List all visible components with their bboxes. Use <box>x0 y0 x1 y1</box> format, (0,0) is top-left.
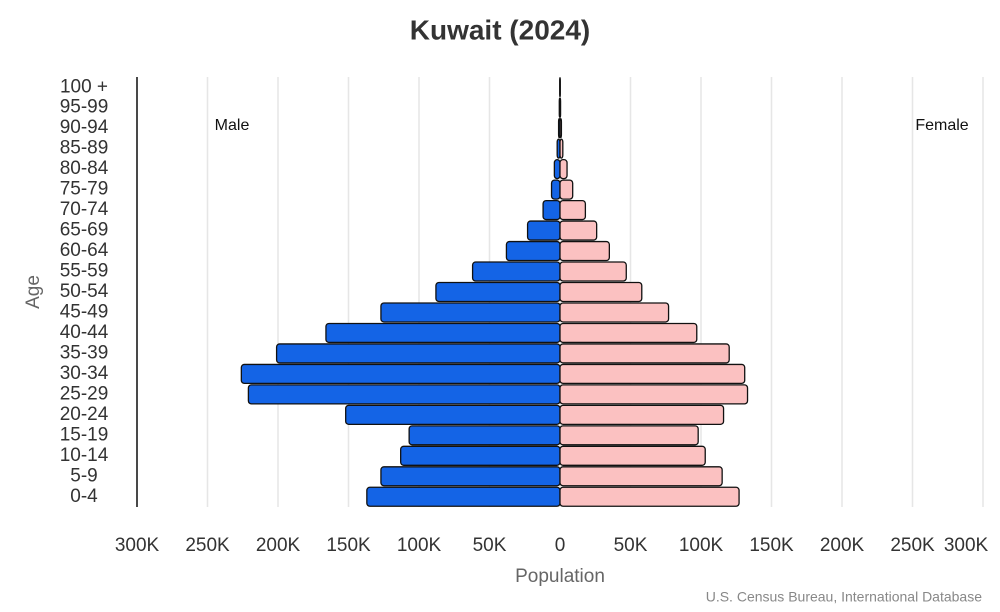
bar <box>247 384 561 405</box>
x-tick-label: 150K <box>326 535 371 556</box>
male-label: Male <box>215 117 250 134</box>
x-tick-label: 100K <box>397 535 442 556</box>
x-tick-label: 50K <box>614 535 648 556</box>
bars <box>240 77 749 507</box>
x-tick-label: 100K <box>679 535 724 556</box>
y-tick-label: 55-59 <box>60 261 109 282</box>
bar <box>559 425 699 446</box>
bar <box>325 322 561 344</box>
x-tick-label: 50K <box>473 535 507 556</box>
bar <box>559 384 749 405</box>
bar <box>559 466 723 487</box>
bar <box>526 220 561 241</box>
x-tick-label: 250K <box>185 535 230 556</box>
y-tick-label: 15-19 <box>60 424 109 445</box>
bar <box>380 302 561 323</box>
y-tick-label: 85-89 <box>60 138 109 159</box>
source-note: U.S. Census Bureau, International Databa… <box>706 589 982 605</box>
y-tick-label: 30-34 <box>60 363 109 384</box>
y-tick-label: 80-84 <box>60 158 109 179</box>
y-tick-label: 20-24 <box>60 404 109 425</box>
y-tick-label: 35-39 <box>60 342 109 363</box>
y-tick-label: 95-99 <box>60 97 109 118</box>
bar <box>542 199 561 221</box>
bar <box>366 486 561 507</box>
x-tick-label: 0 <box>555 535 566 556</box>
bar <box>559 240 610 262</box>
x-tick-label: 200K <box>820 535 865 556</box>
y-axis-label: Age <box>23 275 44 309</box>
bar <box>559 159 568 180</box>
y-tick-label: 60-64 <box>60 240 109 261</box>
bar <box>559 404 725 425</box>
bar <box>553 159 561 180</box>
bar <box>435 281 561 303</box>
bar <box>380 466 561 487</box>
bar <box>559 118 563 139</box>
y-tick-label: 5-9 <box>70 465 97 486</box>
x-tick-label: 300K <box>115 535 160 556</box>
bar <box>559 363 746 385</box>
chart-title: Kuwait (2024) <box>410 14 591 45</box>
y-tick-label: 0-4 <box>70 486 98 507</box>
y-tick-label: 40-44 <box>60 322 109 343</box>
bar <box>408 425 561 446</box>
y-tick-label: 25-29 <box>60 383 109 404</box>
bar <box>240 363 561 385</box>
bar <box>559 179 574 200</box>
y-tick-label: 100 + <box>60 76 108 97</box>
x-axis-label: Population <box>515 566 605 587</box>
bar <box>400 445 561 466</box>
bar <box>559 281 643 303</box>
y-tick-label: 10-14 <box>60 445 109 466</box>
bar <box>559 486 740 507</box>
bar <box>505 240 561 262</box>
bar <box>559 97 562 118</box>
y-tick-label: 90-94 <box>60 117 109 138</box>
y-tick-label: 75-79 <box>60 179 109 200</box>
bar <box>559 220 598 241</box>
bar <box>559 343 730 364</box>
x-tick-label: 150K <box>749 535 794 556</box>
bar <box>559 445 706 466</box>
x-tick-label: 250K <box>890 535 935 556</box>
bar <box>275 343 561 364</box>
y-tick-label: 70-74 <box>60 199 109 220</box>
x-tick-label: 300K <box>944 535 989 556</box>
bar <box>345 404 561 425</box>
y-tick-label: 65-69 <box>60 220 109 241</box>
bar <box>559 302 670 323</box>
bar <box>559 199 587 221</box>
bar <box>559 261 627 282</box>
y-tick-label: 45-49 <box>60 301 109 322</box>
bar <box>559 322 698 344</box>
female-label: Female <box>915 117 968 134</box>
bar <box>550 179 561 200</box>
bar <box>559 138 564 159</box>
y-tick-label: 50-54 <box>60 281 109 302</box>
bar <box>471 261 561 282</box>
x-tick-label: 200K <box>256 535 301 556</box>
